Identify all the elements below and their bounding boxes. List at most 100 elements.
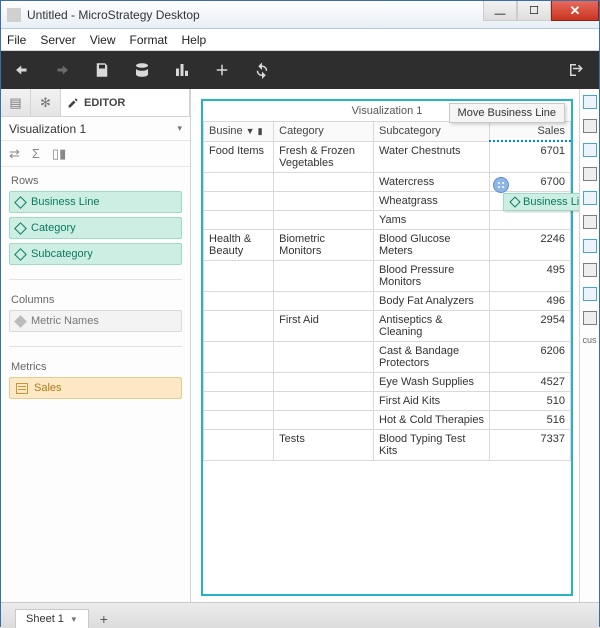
menu-format[interactable]: Format <box>129 33 167 47</box>
menu-file[interactable]: File <box>7 33 26 47</box>
cell-c[interactable]: Wheatgrass <box>374 191 490 210</box>
gallery-more-label[interactable]: cus <box>582 335 596 345</box>
cell-c[interactable]: Blood Pressure Monitors <box>374 260 490 291</box>
gallery-bubble-icon[interactable] <box>583 311 597 325</box>
cell-b[interactable] <box>274 391 374 410</box>
add-button[interactable] <box>211 59 233 81</box>
cell-d[interactable]: 496 <box>490 291 571 310</box>
cell-c[interactable]: Body Fat Analyzers <box>374 291 490 310</box>
columns-zone[interactable]: Metric Names <box>1 310 190 340</box>
menu-server[interactable]: Server <box>40 33 75 47</box>
cell-c[interactable]: Antiseptics & Cleaning <box>374 310 490 341</box>
gallery-scatter-icon[interactable] <box>583 191 597 205</box>
chart-button[interactable] <box>171 59 193 81</box>
table-row[interactable]: Cast & Bandage Protectors6206 <box>204 341 571 372</box>
maximize-button[interactable]: ☐ <box>517 1 551 21</box>
header-sales[interactable]: Sales <box>490 122 571 142</box>
cell-b[interactable] <box>274 210 374 229</box>
cell-c[interactable]: Blood Typing Test Kits <box>374 429 490 460</box>
cell-b[interactable]: Tests <box>274 429 374 460</box>
cell-b[interactable] <box>274 341 374 372</box>
gallery-area-icon[interactable] <box>583 167 597 181</box>
table-row[interactable]: Food ItemsFresh & Frozen VegetablesWater… <box>204 141 571 172</box>
chart-type-icon[interactable]: ▯▮ <box>52 146 66 162</box>
cell-a[interactable] <box>204 191 274 210</box>
cell-d[interactable]: 2954 <box>490 310 571 341</box>
cell-a[interactable] <box>204 410 274 429</box>
cell-b[interactable]: Biometric Monitors <box>274 229 374 260</box>
visualization-frame[interactable]: Visualization 1 Move Business Line Busin… <box>201 99 573 596</box>
grid-table[interactable]: Busine▼▮ Category Subcategory Sales Food… <box>203 121 571 461</box>
viz-selector[interactable]: Visualization 1 ▾ <box>1 117 190 141</box>
titlebar[interactable]: Untitled - MicroStrategy Desktop — ☐ ✕ <box>1 1 599 29</box>
cell-d[interactable]: 510 <box>490 391 571 410</box>
cell-d[interactable]: 4527 <box>490 372 571 391</box>
cell-a[interactable]: Health & Beauty <box>204 229 274 260</box>
cell-b[interactable] <box>274 172 374 191</box>
menu-help[interactable]: Help <box>182 33 207 47</box>
gallery-map-icon[interactable] <box>583 263 597 277</box>
metrics-zone[interactable]: Sales <box>1 377 190 407</box>
cell-a[interactable]: Food Items <box>204 141 274 172</box>
table-row[interactable]: Yams <box>204 210 571 229</box>
sigma-icon[interactable]: Σ <box>32 146 40 161</box>
table-row[interactable]: TestsBlood Typing Test Kits7337 <box>204 429 571 460</box>
gallery-bar-icon[interactable] <box>583 119 597 133</box>
cell-c[interactable]: Blood Glucose Meters <box>374 229 490 260</box>
table-row[interactable]: Body Fat Analyzers496 <box>204 291 571 310</box>
cell-c[interactable]: Hot & Cold Therapies <box>374 410 490 429</box>
gallery-network-icon[interactable] <box>583 287 597 301</box>
panel-tab-settings[interactable]: ✻ <box>31 89 61 116</box>
cell-c[interactable]: Watercress <box>374 172 490 191</box>
cell-a[interactable] <box>204 429 274 460</box>
cell-d[interactable]: 6206 <box>490 341 571 372</box>
cell-b[interactable]: First Aid <box>274 310 374 341</box>
cell-c[interactable]: Cast & Bandage Protectors <box>374 341 490 372</box>
table-row[interactable]: First Aid Kits510 <box>204 391 571 410</box>
cell-c[interactable]: Water Chestnuts <box>374 141 490 172</box>
rows-zone[interactable]: Business Line Category Subcategory <box>1 191 190 273</box>
cell-d[interactable]: 2246 <box>490 229 571 260</box>
data-button[interactable] <box>131 59 153 81</box>
undo-button[interactable] <box>11 59 33 81</box>
cell-d[interactable]: 7337 <box>490 429 571 460</box>
cell-d[interactable]: 516 <box>490 410 571 429</box>
gallery-pie-icon[interactable] <box>583 215 597 229</box>
cell-a[interactable] <box>204 341 274 372</box>
row-pill-subcategory[interactable]: Subcategory <box>9 243 182 265</box>
add-sheet-button[interactable]: + <box>93 610 115 628</box>
cell-a[interactable] <box>204 210 274 229</box>
cell-c[interactable]: First Aid Kits <box>374 391 490 410</box>
cell-d[interactable]: 6701 <box>490 141 571 172</box>
gallery-heatmap-icon[interactable] <box>583 239 597 253</box>
cell-b[interactable] <box>274 372 374 391</box>
header-category[interactable]: Category <box>274 122 374 142</box>
cell-b[interactable]: Fresh & Frozen Vegetables <box>274 141 374 172</box>
table-row[interactable]: Watercress6700 <box>204 172 571 191</box>
table-row[interactable]: First AidAntiseptics & Cleaning2954 <box>204 310 571 341</box>
swap-icon[interactable]: ⇄ <box>9 146 20 162</box>
minimize-button[interactable]: — <box>483 1 517 21</box>
share-button[interactable] <box>565 59 587 81</box>
table-row[interactable]: Blood Pressure Monitors495 <box>204 260 571 291</box>
cell-a[interactable] <box>204 391 274 410</box>
metric-pill-sales[interactable]: Sales <box>9 377 182 399</box>
cell-a[interactable] <box>204 172 274 191</box>
cell-a[interactable] <box>204 291 274 310</box>
gallery-line-icon[interactable] <box>583 143 597 157</box>
cell-a[interactable] <box>204 260 274 291</box>
row-pill-category[interactable]: Category <box>9 217 182 239</box>
menu-view[interactable]: View <box>90 33 116 47</box>
cell-a[interactable] <box>204 372 274 391</box>
save-button[interactable] <box>91 59 113 81</box>
cell-c[interactable]: Yams <box>374 210 490 229</box>
panel-tab-editor[interactable]: EDITOR <box>61 89 190 116</box>
cell-d[interactable] <box>490 210 571 229</box>
gallery-grid-icon[interactable] <box>583 95 597 109</box>
chevron-down-icon[interactable]: ▼ <box>70 615 78 624</box>
table-row[interactable]: Health & BeautyBiometric MonitorsBlood G… <box>204 229 571 260</box>
cell-c[interactable]: Eye Wash Supplies <box>374 372 490 391</box>
cell-a[interactable] <box>204 310 274 341</box>
header-business-line[interactable]: Busine▼▮ <box>204 122 274 142</box>
cell-d[interactable]: 495 <box>490 260 571 291</box>
